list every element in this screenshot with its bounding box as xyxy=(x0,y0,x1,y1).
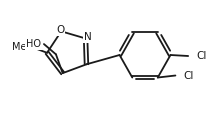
Text: Me: Me xyxy=(12,42,27,52)
Text: N: N xyxy=(84,32,92,42)
Text: Cl: Cl xyxy=(183,71,194,80)
Text: Cl: Cl xyxy=(196,51,206,61)
Text: O: O xyxy=(56,25,64,35)
Text: HO: HO xyxy=(26,39,41,49)
